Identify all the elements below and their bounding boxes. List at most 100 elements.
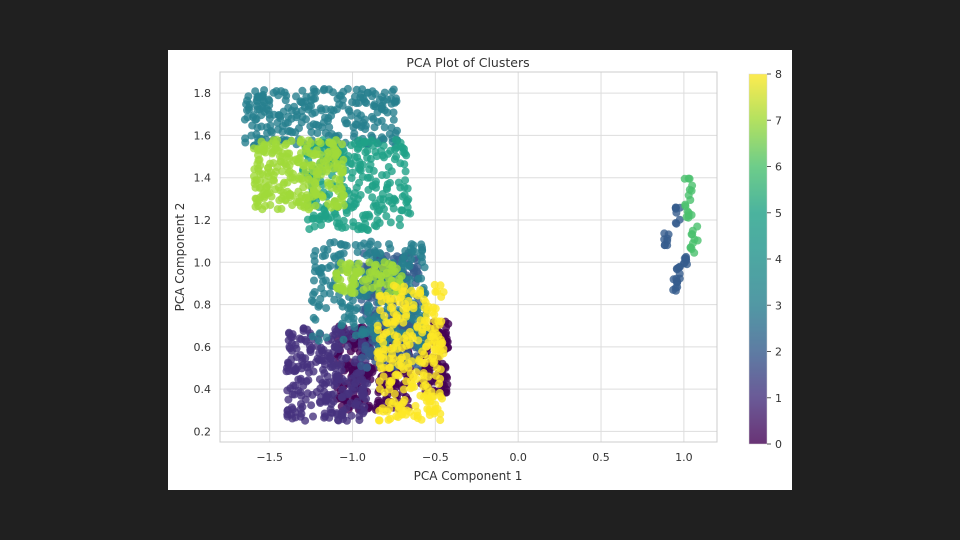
scatter-point [277,204,286,213]
scatter-point [322,105,330,114]
scatter-point [277,87,286,96]
scatter-point [350,358,359,367]
scatter-point [328,139,337,148]
scatter-point [396,138,405,147]
scatter-point [680,174,689,183]
scatter-point [316,139,325,148]
y-tick-label: 1.0 [194,256,212,269]
scatter-point [334,416,343,425]
scatter-point [292,353,301,361]
scatter-point [284,367,293,375]
scatter-point [386,244,395,253]
scatter-point [309,298,318,306]
chart-title: PCA Plot of Clusters [406,55,529,70]
scatter-point [380,205,388,214]
x-tick-label: −1.0 [339,451,366,464]
scatter-point [430,409,439,418]
scatter-point [281,196,290,205]
scatter-point [402,310,411,319]
scatter-point [288,330,297,339]
scatter-point [324,349,333,358]
scatter-point [281,160,290,169]
scatter-point [675,215,684,224]
scatter-point [347,411,356,420]
pca-scatter-chart: PCA Plot of Clusters −1.5 −1.0 −0.5 0.0 0.5 1… [173,55,782,483]
colorbar-ticks: 0 1 2 3 4 5 6 7 8 [767,68,782,451]
scatter-point [386,363,394,372]
scatter-point [376,354,385,362]
scatter-point [400,396,409,404]
x-tick-label: 1.0 [675,451,693,464]
scatter-point [316,294,325,303]
scatter-point [684,191,693,200]
scatter-point [319,245,328,254]
scatter-point [394,178,403,187]
scatter-point [297,391,306,400]
scatter-point [289,169,297,178]
scatter-point [303,389,312,398]
scatter-point [314,336,323,345]
scatter-point [295,197,304,206]
scatter-point [434,331,443,340]
scatter-point [431,371,440,380]
scatter-point [303,148,312,156]
scatter-point [377,272,386,281]
scatter-point [402,198,411,207]
scatter-point [297,364,306,373]
scatter-point [253,123,262,132]
scatter-point [342,209,351,217]
scatter-point [313,129,322,137]
scatter-point [282,139,291,148]
scatter-point [355,178,364,187]
scatter-point [435,379,444,388]
scatter-point [424,338,433,347]
colorbar-tick-label: 7 [775,114,782,127]
scatter-point [349,123,358,132]
scatter-point [341,327,350,336]
plot-frame [219,71,718,443]
scatter-point [405,275,414,284]
scatter-point [313,184,321,193]
scatter-point [345,302,354,311]
scatter-point [325,179,334,188]
scatter-point [310,288,319,296]
scatter-point [310,257,319,266]
scatter-point [363,153,372,162]
scatter-point [269,88,278,97]
scatter-point [418,258,427,266]
scatter-point [321,251,329,260]
scatter-point [338,385,347,394]
scatter-point [384,163,393,171]
scatter-point [304,376,313,385]
scatter-point [349,222,358,231]
scatter-point [350,139,359,148]
scatter-point [288,128,296,137]
scatter-point [372,183,380,192]
scatter-point [365,212,374,221]
scatter-point [336,91,345,100]
scatter-point [362,99,371,107]
scatter-point [431,287,440,296]
scatter-point [397,206,406,215]
scatter-point [364,185,373,194]
scatter-point [314,302,323,311]
scatter-point [358,172,367,181]
scatter-point [360,138,369,147]
scatter-point [281,96,290,105]
scatter-point [339,335,348,344]
scatter-point [366,160,375,169]
scatter-point [335,100,344,109]
scatter-point [332,410,341,419]
scatter-point [268,149,277,158]
scatter-point [357,111,365,120]
scatter-point [378,171,386,180]
scatter-point [350,323,359,331]
colorbar-tick-label: 8 [775,68,782,81]
colorbar-tick-label: 3 [775,299,782,312]
scatter-point [387,99,396,108]
scatter-point [330,238,339,247]
scatter-point [392,311,401,320]
y-tick-label: 0.8 [194,299,212,312]
scatter-point [380,88,389,97]
scatter-point [407,286,416,295]
